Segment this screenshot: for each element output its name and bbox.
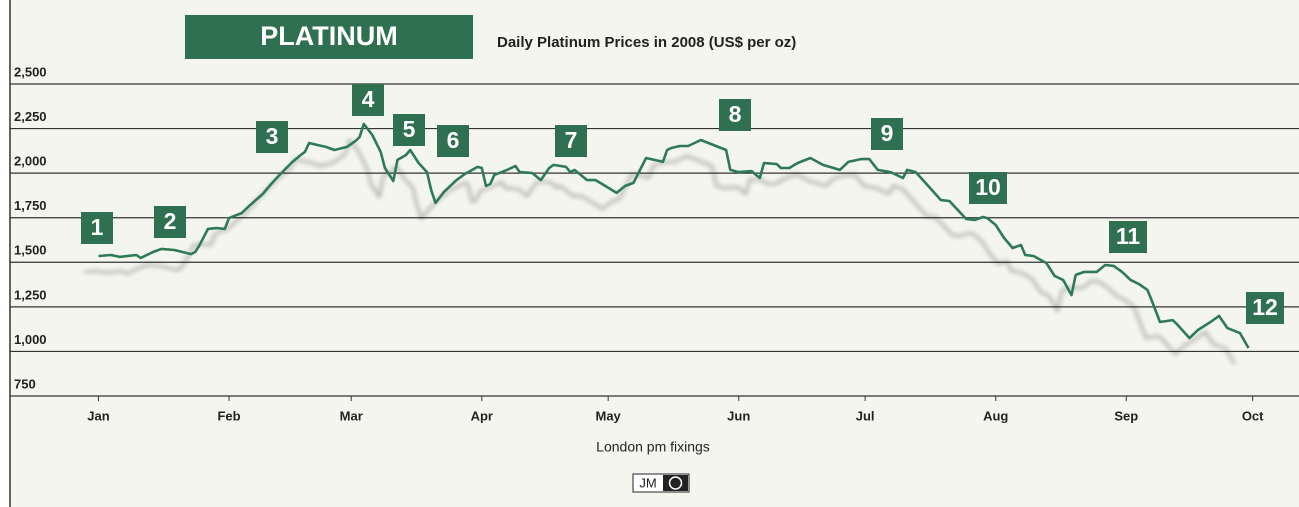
- x-tick-label: Jul: [856, 408, 875, 423]
- annotation-box: [393, 114, 425, 146]
- logo-icon-ring: [668, 476, 683, 490]
- annotation-box: [352, 84, 384, 116]
- logo-icon: [663, 475, 688, 491]
- x-tick-label: Aug: [983, 408, 1008, 423]
- x-tick-label: Jun: [727, 408, 750, 423]
- y-tick-label: 2,250: [14, 109, 47, 124]
- chart-title: PLATINUM: [260, 21, 397, 51]
- annotation-box: [555, 125, 587, 157]
- annotation-box: [1109, 221, 1147, 253]
- x-tick-label: Jan: [87, 408, 109, 423]
- annotation: 7: [565, 127, 578, 153]
- x-tick-label: Feb: [217, 408, 240, 423]
- title-box: [185, 15, 473, 59]
- annotation-box: [1246, 292, 1284, 324]
- annotation: 5: [403, 116, 416, 142]
- annotation-box: [719, 99, 751, 131]
- annotation: 8: [729, 101, 742, 127]
- annotation: 12: [1252, 294, 1278, 320]
- annotation: 3: [266, 123, 279, 149]
- annotation: 1: [91, 214, 104, 240]
- x-tick-label: Sep: [1114, 408, 1138, 423]
- x-axis-label: London pm fixings: [596, 439, 710, 455]
- logo: JM: [639, 475, 656, 490]
- y-tick-label: 750: [14, 376, 36, 391]
- annotation: 10: [975, 174, 1001, 200]
- annotation-box: [256, 121, 288, 153]
- annotation-box: [154, 206, 186, 238]
- y-tick-label: 1,250: [14, 287, 47, 302]
- annotation: 9: [881, 120, 894, 146]
- annotation: 6: [447, 127, 460, 153]
- annotation-box: [81, 212, 113, 244]
- price-line: [98, 122, 1250, 349]
- annotation: 4: [362, 86, 375, 112]
- x-tick-label: Apr: [471, 408, 493, 423]
- x-tick-label: Mar: [340, 408, 363, 423]
- y-tick-label: 1,000: [14, 332, 47, 347]
- y-tick-label: 2,500: [14, 64, 47, 79]
- x-tick-label: May: [596, 408, 622, 423]
- annotation-box: [871, 118, 903, 150]
- y-tick-label: 1,500: [14, 243, 47, 258]
- annotation: 11: [1116, 223, 1141, 249]
- annotation-box: [437, 125, 469, 157]
- background: [10, 0, 1299, 507]
- annotation-box: [969, 172, 1007, 204]
- annotation: 2: [164, 208, 177, 234]
- y-tick-label: 1,750: [14, 198, 47, 213]
- y-tick-label: 2,000: [14, 154, 47, 169]
- chart-subtitle: Daily Platinum Prices in 2008 (US$ per o…: [497, 34, 796, 51]
- x-tick-label: Oct: [1242, 408, 1264, 423]
